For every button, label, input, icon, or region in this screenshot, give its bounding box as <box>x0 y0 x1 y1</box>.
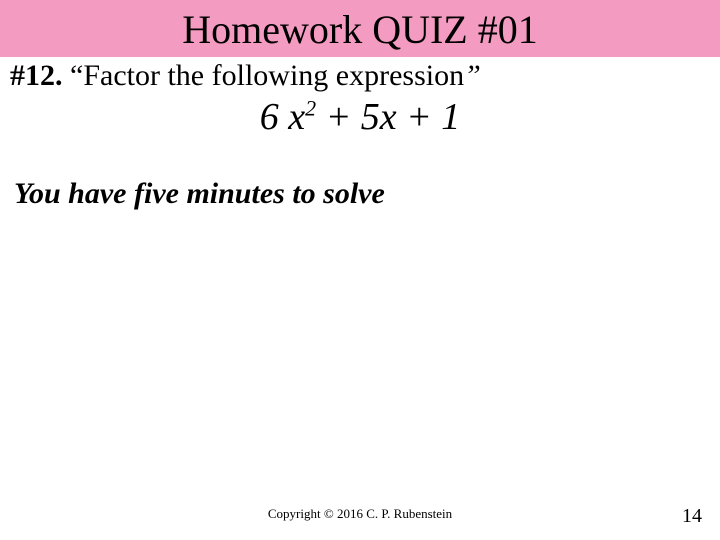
expr-part2: + 5x + 1 <box>316 96 460 138</box>
expr-exponent: 2 <box>305 95 316 120</box>
question-prompt: Factor the following expression <box>83 59 464 92</box>
timer-instruction: You have five minutes to solve <box>0 177 720 211</box>
question-line: #12. “Factor the following expression” <box>0 57 720 93</box>
page-number: 14 <box>682 505 702 528</box>
math-expression: 6 x2 + 5x + 1 <box>0 95 720 139</box>
question-number: #12. <box>10 59 63 92</box>
slide-footer: Copyright © 2016 C. P. Rubenstein 14 <box>0 506 720 528</box>
title-bar: Homework QUIZ #01 <box>0 0 720 57</box>
open-quote: “ <box>70 59 83 92</box>
close-quote: ” <box>464 59 481 92</box>
expr-part1: 6 x <box>260 96 305 138</box>
slide-title: Homework QUIZ #01 <box>182 7 538 52</box>
copyright-text: Copyright © 2016 C. P. Rubenstein <box>0 506 720 522</box>
